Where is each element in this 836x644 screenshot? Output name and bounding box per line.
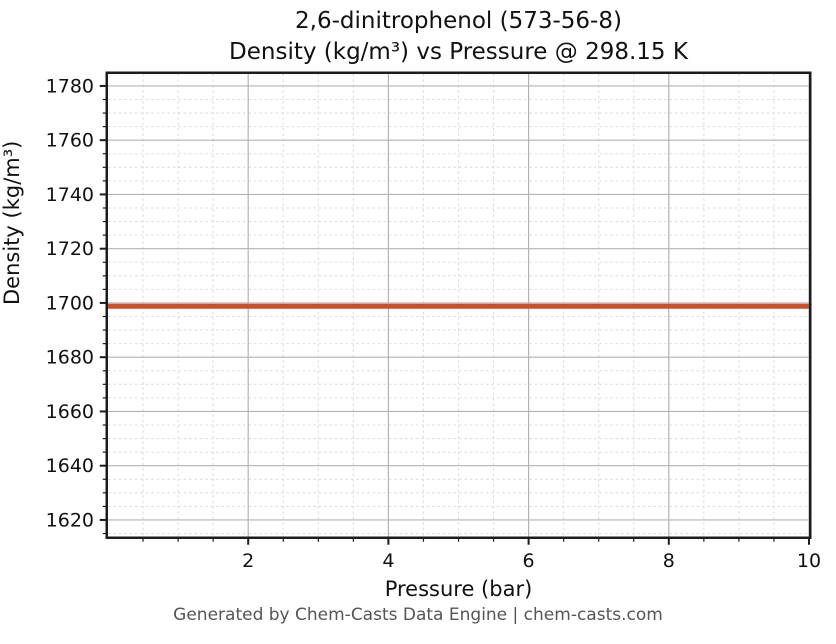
y-tick-label: 1680 [46,347,94,369]
y-tick-label: 1660 [46,401,94,423]
y-tick-label: 1780 [46,75,94,97]
chart-title-line1: 2,6-dinitrophenol (573-56-8) [295,8,622,34]
footer-credit: Generated by Chem-Casts Data Engine | ch… [173,605,663,625]
y-tick-label: 1620 [46,509,94,531]
y-tick-label: 1760 [46,130,94,152]
x-tick-label: 4 [382,550,394,572]
x-tick-label: 8 [663,550,675,572]
x-tick-label: 10 [797,550,821,572]
x-axis-label: Pressure (bar) [384,577,533,601]
x-tick-label: 2 [242,550,254,572]
chart-title-block: 2,6-dinitrophenol (573-56-8) Density (kg… [107,6,810,68]
y-tick-label: 1700 [46,292,94,314]
x-tick-label: 6 [523,550,535,572]
y-tick-label: 1720 [46,238,94,260]
chart-title-line2: Density (kg/m³) vs Pressure @ 298.15 K [229,39,688,65]
y-tick-label: 1740 [46,184,94,206]
y-tick-label: 1640 [46,455,94,477]
y-axis-label-text: Density (kg/m³) [0,140,24,305]
